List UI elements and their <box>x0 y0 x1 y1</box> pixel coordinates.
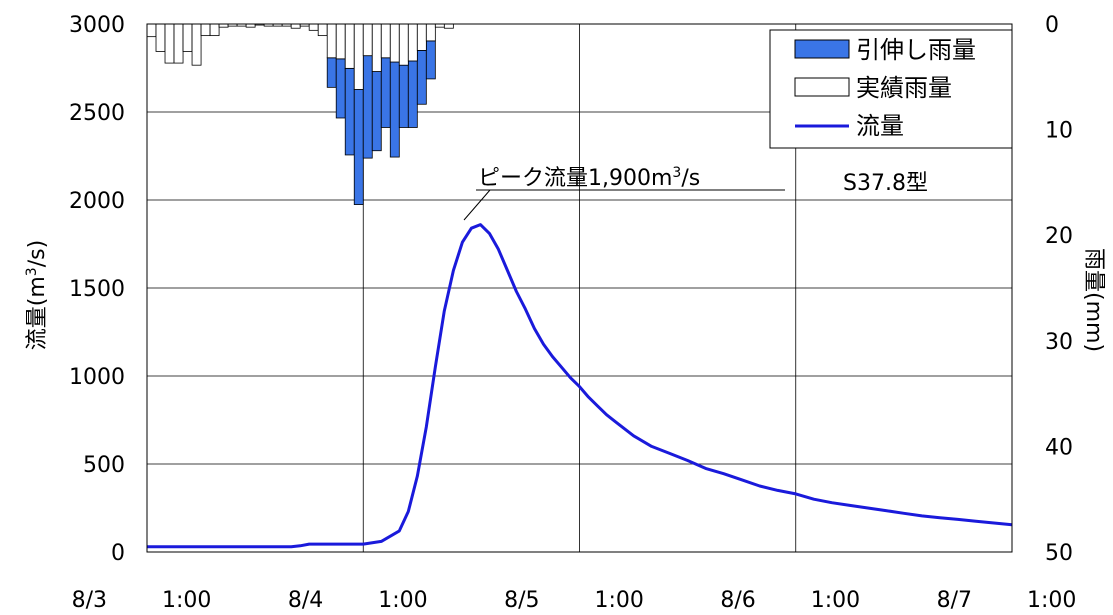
left-axis-title-unit: (m <box>25 276 50 306</box>
actual-rain-bar <box>380 23 391 59</box>
left-axis-tick-label: 0 <box>111 541 125 566</box>
actual-rain-bar <box>416 23 427 51</box>
x-axis-tick-time: 1:00 <box>378 588 427 613</box>
left-axis-title-main: 流量 <box>25 306 50 350</box>
peak-annotation-leader <box>463 189 491 221</box>
svg-text:雨量(mm): 雨量(mm) <box>1081 248 1106 352</box>
actual-rain-bar <box>191 23 202 66</box>
actual-rain-bar <box>290 23 301 29</box>
legend-label-stretched: 引伸し雨量 <box>856 36 976 64</box>
left-axis-tick-label: 2000 <box>69 189 125 214</box>
left-axis-tick-label: 2500 <box>69 101 125 126</box>
left-axis-tick-label: 500 <box>83 453 125 478</box>
stretched-rain-bar <box>326 57 337 88</box>
right-axis-tick-label: 10 <box>1045 119 1073 144</box>
actual-rain-bar <box>389 23 400 63</box>
x-axis-tick-date: 8/4 <box>288 588 323 613</box>
stretched-rain-bars <box>326 40 436 205</box>
actual-rain-bar <box>443 23 454 29</box>
peak-annotation-label: ピーク流量1,900m3/s <box>478 165 700 191</box>
right-axis-title-unit: (mm) <box>1081 292 1106 352</box>
actual-rain-bar <box>182 23 193 52</box>
actual-rain-bar <box>209 23 220 37</box>
stretched-rain-bar <box>416 50 427 105</box>
x-axis-tick-time: 1:00 <box>595 588 644 613</box>
x-axis-tick-date: 8/7 <box>937 588 972 613</box>
stretched-rain-bar <box>371 71 382 152</box>
left-axis-title-tail: /s) <box>25 240 50 267</box>
actual-rain-bar <box>344 23 355 69</box>
actual-rain-bar <box>173 23 184 64</box>
x-axis-tick-time: 1:00 <box>811 588 860 613</box>
left-axis-tick-label: 1000 <box>69 365 125 390</box>
right-axis-tick-label: 20 <box>1045 224 1073 249</box>
right-axis-tick-label: 50 <box>1045 541 1073 566</box>
x-axis-tick-date: 8/3 <box>72 588 107 613</box>
legend-label-flow: 流量 <box>856 112 904 140</box>
actual-rain-bar <box>146 23 157 38</box>
right-axis-tick-label: 40 <box>1045 435 1073 460</box>
right-axis-ticks: 0 10 20 30 40 50 <box>1045 13 1073 566</box>
stretched-rain-bar <box>389 61 400 158</box>
peak-label-superscript: 3 <box>672 165 681 181</box>
actual-rain-bar <box>371 23 382 72</box>
stretched-rain-bar <box>398 64 409 128</box>
storm-pattern-label: S37.8型 <box>843 171 928 196</box>
actual-rain-bar <box>407 23 418 62</box>
peak-annotation: ピーク流量1,900m3/s <box>463 165 785 221</box>
actual-rain-bar <box>200 23 211 37</box>
legend-swatch-actual <box>794 77 850 97</box>
actual-rain-bars <box>146 23 454 90</box>
left-axis-tick-label: 1500 <box>69 277 125 302</box>
actual-rain-bar <box>362 23 373 57</box>
stretched-rain-bar <box>380 57 391 128</box>
stretched-rain-bar <box>353 89 364 205</box>
flow-line <box>147 223 1013 549</box>
actual-rain-bar <box>155 23 166 52</box>
actual-rain-bar <box>164 23 175 64</box>
right-axis-tick-label: 0 <box>1045 13 1059 38</box>
peak-label-main: ピーク流量1,900m <box>478 166 672 191</box>
stretched-rain-bar <box>425 40 436 80</box>
right-axis-title: 雨量(mm) <box>1081 248 1106 352</box>
actual-rain-bar <box>398 23 409 66</box>
stretched-rain-bar <box>407 60 418 128</box>
stretched-rain-bar <box>362 55 373 159</box>
legend: 引伸し雨量 実績雨量 流量 <box>769 29 1013 149</box>
svg-text:流量(m3/s): 流量(m3/s) <box>24 240 50 350</box>
stretched-rain-bar <box>335 58 346 119</box>
left-axis-tick-label: 3000 <box>69 13 125 38</box>
left-axis-title: 流量(m3/s) <box>24 240 50 350</box>
plot-frame <box>146 23 1013 553</box>
actual-rain-bar <box>317 23 328 37</box>
stretched-rain-bar <box>344 67 355 156</box>
flow-line-group <box>147 223 1013 549</box>
x-axis-tick-time: 1:00 <box>1027 588 1076 613</box>
right-axis-tick-label: 30 <box>1045 330 1073 355</box>
left-axis-ticks: 0 500 1000 1500 2000 2500 3000 <box>69 13 125 566</box>
actual-rain-bar <box>308 23 319 31</box>
x-axis-tick-time: 1:00 <box>162 588 211 613</box>
x-axis-tick-date: 8/5 <box>504 588 539 613</box>
actual-rain-bar <box>335 23 346 60</box>
left-axis-title-superscript: 3 <box>24 267 40 276</box>
legend-label-actual: 実績雨量 <box>856 74 952 102</box>
peak-label-tail: /s <box>681 166 700 191</box>
x-axis-tick-date: 8/6 <box>720 588 755 613</box>
x-axis-ticks: 8/3 1:00 8/4 1:00 8/5 1:00 8/6 1:00 8/7 1:00 <box>72 588 1077 613</box>
actual-rain-bar <box>425 23 436 42</box>
right-axis-title-main: 雨量 <box>1081 248 1106 292</box>
actual-rain-bar <box>326 23 337 59</box>
actual-rain-bar <box>353 23 364 90</box>
legend-swatch-stretched <box>794 39 850 59</box>
